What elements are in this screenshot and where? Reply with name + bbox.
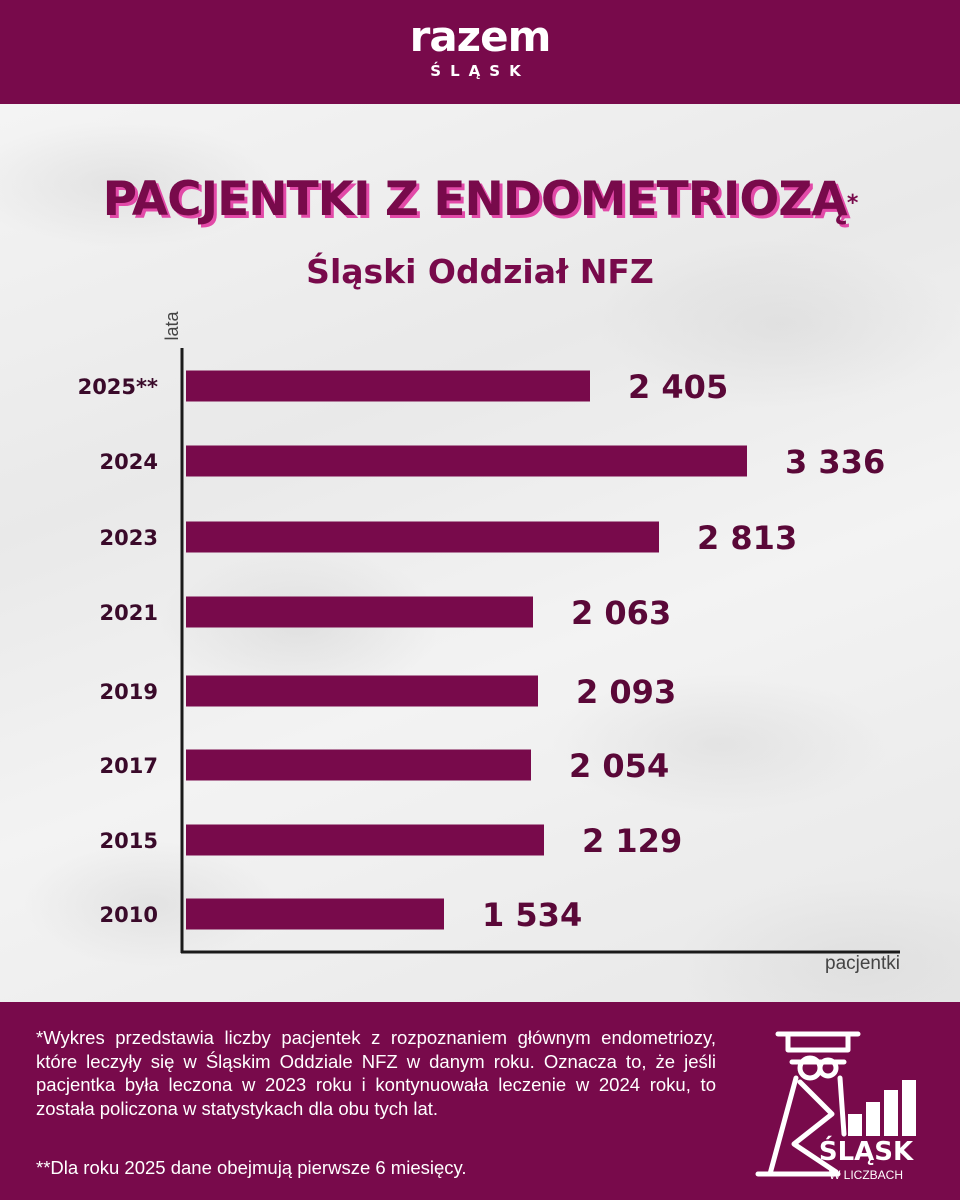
bar-value-label: 3 336: [785, 443, 885, 481]
bar-2017: [186, 749, 531, 781]
brand-logo: razem: [409, 12, 552, 61]
bar-2025: [186, 370, 590, 402]
bar-value-label: 2 405: [628, 368, 728, 406]
bar-2010: [186, 898, 444, 930]
brand-region: ŚLĄSK: [430, 62, 530, 80]
footnote-text: *Wykres przedstawia liczby pacjentek z r…: [36, 1027, 716, 1119]
bar-value-label: 2 054: [569, 747, 669, 785]
bar-value-label: 2 093: [576, 673, 676, 711]
bar-2024: [186, 445, 747, 477]
bar-2015: [186, 824, 544, 856]
mine-tower-bar-chart-icon: [755, 1031, 916, 1177]
bar-2019: [186, 675, 538, 707]
bar-value-label: 2 063: [571, 594, 671, 632]
y-tick-label: 2023: [100, 526, 158, 550]
chart-title-text: PACJENTKI Z ENDOMETRIOZĄ: [102, 172, 848, 227]
chart-title: PACJENTKI Z ENDOMETRIOZĄ*: [0, 172, 960, 228]
y-tick-label: 2010: [100, 903, 158, 927]
chart-subtitle: Śląski Oddział NFZ: [306, 252, 654, 291]
y-tick-label: 2021: [100, 601, 158, 625]
bar-value-label: 2 129: [582, 822, 682, 860]
y-tick-label: 2019: [100, 680, 158, 704]
title-footnote-mark: *: [846, 191, 858, 216]
bar-2021: [186, 596, 533, 628]
y-tick-label: 2017: [100, 754, 158, 778]
header-bar: [0, 0, 960, 104]
bar-value-label: 1 534: [482, 896, 582, 934]
y-tick-label: 2024: [100, 450, 158, 474]
bar-2023: [186, 521, 659, 553]
x-axis-label: pacjentki: [825, 953, 900, 974]
logo-subtext: W LICZBACH: [828, 1168, 903, 1182]
y-tick-label: 2015: [100, 829, 158, 853]
y-tick-label: 2025**: [78, 375, 158, 399]
bar-value-label: 2 813: [697, 519, 797, 557]
logo-text: ŚLĄSK: [818, 1137, 914, 1167]
footnote-2025: **Dla roku 2025 dane obejmują pierwsze 6…: [36, 1157, 467, 1178]
